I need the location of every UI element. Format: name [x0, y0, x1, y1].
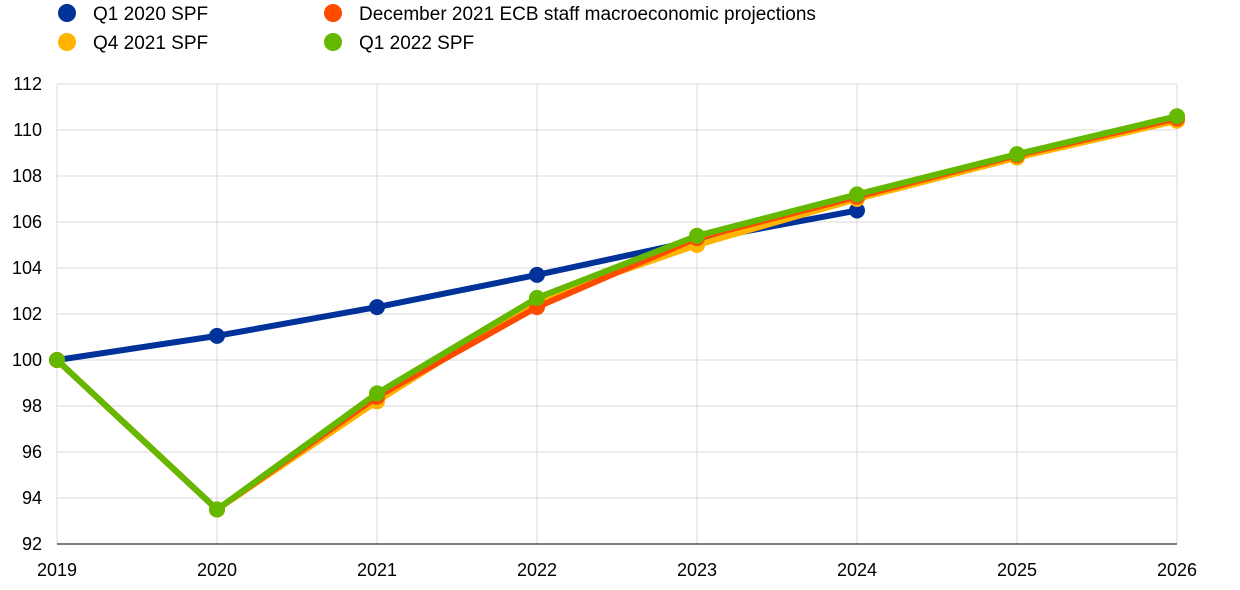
series-1 — [49, 112, 1185, 518]
y-tick-label: 94 — [22, 488, 42, 508]
data-point — [1009, 146, 1025, 163]
data-point — [849, 202, 865, 219]
legend-item: Q4 2021 SPF — [58, 33, 208, 54]
x-tick-label: 2026 — [1157, 560, 1197, 580]
y-tick-label: 104 — [12, 258, 42, 278]
x-tick-label: 2019 — [37, 560, 77, 580]
data-point — [529, 289, 545, 306]
data-point — [209, 501, 225, 518]
data-point — [369, 299, 385, 316]
series-line — [54, 117, 1180, 513]
series-line — [54, 113, 1180, 513]
legend-label: Q4 2021 SPF — [93, 33, 208, 54]
y-tick-label: 108 — [12, 166, 42, 186]
y-tick-label: 100 — [12, 350, 42, 370]
data-point — [849, 186, 865, 203]
gridlines — [56, 83, 1178, 545]
y-tick-label: 98 — [22, 396, 42, 416]
series-3 — [49, 108, 1185, 518]
y-tick-label: 110 — [13, 120, 42, 140]
axes: 92 94 96 98 100 102 104 106 108 110 112 2019 2020 202… — [12, 74, 1197, 580]
y-tick-label: 106 — [12, 212, 42, 232]
y-tick-label: 102 — [12, 304, 42, 324]
legend-item: Q1 2022 SPF — [324, 33, 474, 54]
x-tick-label: 2024 — [837, 560, 877, 580]
legend-label: Q1 2022 SPF — [359, 33, 474, 54]
y-tick-label: 96 — [22, 442, 42, 462]
legend-marker — [58, 33, 76, 51]
x-tick-label: 2025 — [997, 560, 1037, 580]
data-point — [369, 385, 385, 402]
series-lines — [49, 108, 1185, 518]
x-tick-label: 2022 — [517, 560, 557, 580]
legend-marker — [324, 4, 342, 22]
legend-item: Q1 2020 SPF — [58, 4, 208, 25]
legend-marker — [324, 33, 342, 51]
data-point — [529, 266, 545, 283]
data-point — [49, 352, 65, 368]
legend-item: December 2021 ECB staff macroeconomic pr… — [324, 4, 816, 25]
x-tick-label: 2020 — [197, 560, 237, 580]
x-tick-label: 2023 — [677, 560, 717, 580]
legend-marker — [58, 4, 76, 22]
data-point — [209, 327, 225, 344]
legend: Q1 2020 SPF Q4 2021 SPF December 2021 ECB … — [58, 4, 816, 54]
legend-label: Q1 2020 SPF — [93, 4, 208, 25]
legend-label: December 2021 ECB staff macroeconomic pr… — [359, 4, 816, 25]
data-point — [689, 227, 705, 244]
y-tick-label: 92 — [22, 534, 42, 554]
data-point — [1169, 108, 1185, 125]
x-tick-label: 2021 — [357, 560, 397, 580]
y-tick-label: 112 — [13, 74, 42, 94]
